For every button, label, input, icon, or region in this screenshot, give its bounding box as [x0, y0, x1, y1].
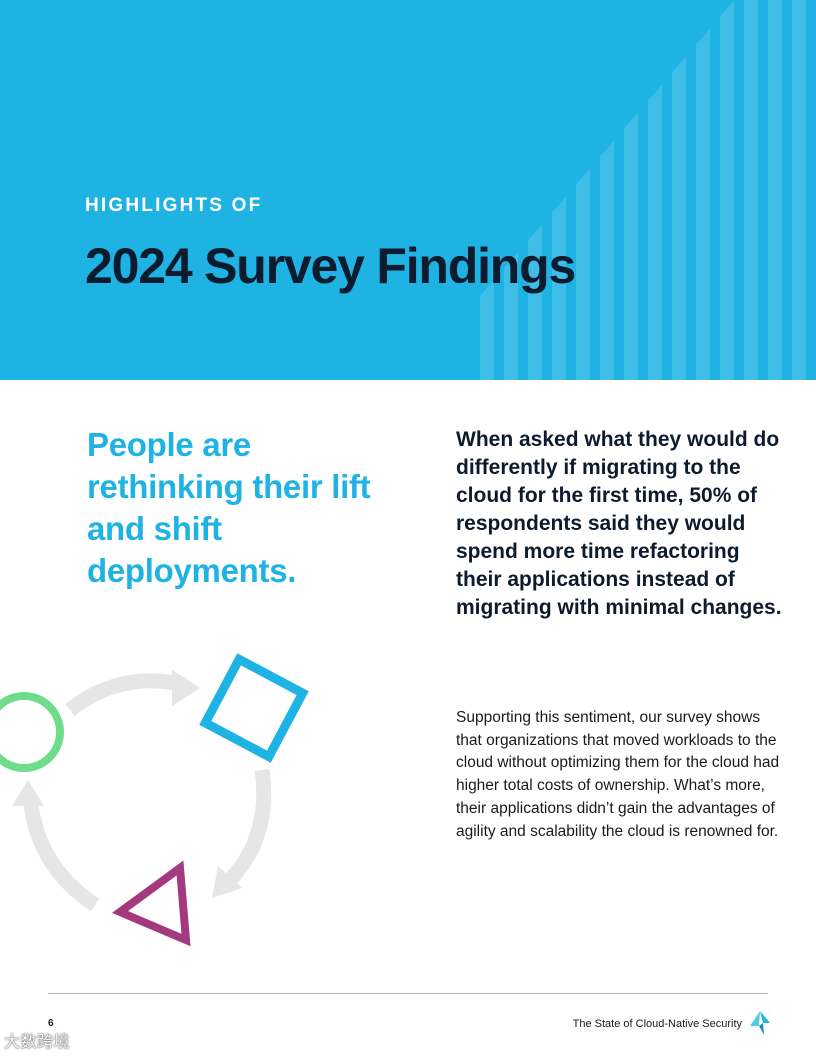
cycle-illustration [0, 653, 309, 947]
watermark-text: 大数跨境 [4, 1034, 71, 1051]
page-number: 6 [48, 1018, 54, 1029]
square-shape [199, 653, 309, 763]
hero-banner: HIGHLIGHTS OF 2024 Survey Findings [0, 0, 816, 380]
survey-stat-heading: When asked what they would do differentl… [456, 428, 782, 619]
circle-shape [0, 692, 64, 772]
footer-divider [48, 993, 768, 994]
footer-document-title: The State of Cloud-Native Security [572, 1018, 742, 1030]
triangle-shape [111, 860, 191, 947]
brand-logo-icon [750, 1011, 770, 1035]
hero-title: 2024 Survey Findings [85, 238, 576, 294]
hero-eyebrow: HIGHLIGHTS OF [85, 195, 263, 216]
pull-quote-heading: People are rethinking their lift and shi… [87, 426, 371, 589]
cycle-arrows [22, 673, 272, 912]
body-paragraph: Supporting this sentiment, our survey sh… [456, 709, 780, 840]
hero-stripe-pattern [480, 0, 806, 380]
